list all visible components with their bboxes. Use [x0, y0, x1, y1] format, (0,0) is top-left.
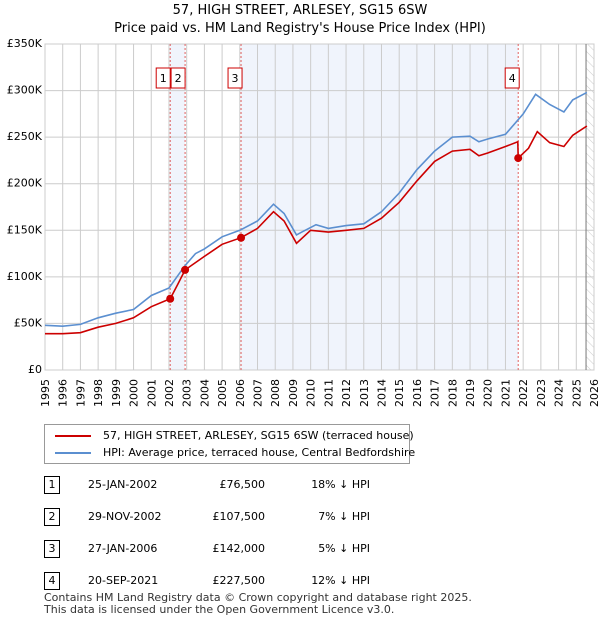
y-tick-label: £200K — [7, 177, 43, 190]
sale-point — [237, 233, 246, 242]
x-tick-label: 1995 — [39, 379, 52, 407]
sale-date: 25-JAN-2002 — [88, 478, 158, 491]
x-tick-label: 2010 — [305, 379, 318, 407]
plot-border — [44, 43, 595, 371]
x-tick-label: 2024 — [553, 379, 566, 407]
legend-label: 57, HIGH STREET, ARLESEY, SG15 6SW (terr… — [103, 429, 414, 442]
sale-label-box — [504, 67, 520, 89]
x-tick-label: 2002 — [163, 379, 176, 407]
x-tick-label: 2003 — [181, 379, 194, 407]
x-tick-label: 2006 — [234, 379, 247, 407]
y-tick-label: £50K — [14, 316, 43, 329]
x-tick-label: 2023 — [535, 379, 548, 407]
x-tick-label: 2022 — [517, 379, 530, 407]
x-tick-label: 2009 — [287, 379, 300, 407]
x-tick-label: 2012 — [340, 379, 353, 407]
sale-row: 3 27-JAN-2006 £142,000 5% ↓ HPI — [0, 540, 600, 558]
sale-label-box — [170, 67, 186, 89]
sale-point — [514, 154, 523, 163]
sale-price: £142,000 — [212, 542, 266, 555]
sale-label: 3 — [232, 72, 239, 85]
sale-number-badge: 4 — [44, 572, 60, 590]
sale-price: £76,500 — [219, 478, 266, 491]
chart-subtitle: Price paid vs. HM Land Registry's House … — [114, 21, 486, 36]
x-tick-label: 2001 — [145, 379, 158, 407]
price-chart: 1995 1996 1997 1998 1999 2000 2001 2002 2003 2004… — [7, 37, 600, 407]
y-tick-label: £0 — [28, 363, 42, 376]
legend-label: HPI: Average price, terraced house, Cent… — [103, 446, 416, 459]
sale-hpi-diff: 5% ↓ HPI — [318, 542, 370, 555]
x-tick-label: 2011 — [322, 379, 335, 407]
legend: 57, HIGH STREET, ARLESEY, SG15 6SW (terr… — [44, 424, 415, 464]
sale-hpi-diff: 7% ↓ HPI — [318, 510, 370, 523]
sale-label: 1 — [160, 72, 167, 85]
chart-title: 57, HIGH STREET, ARLESEY, SG15 6SW — [172, 3, 428, 18]
forecast-hatch — [586, 44, 594, 370]
sale-row: 1 25-JAN-2002 £76,500 18% ↓ HPI — [0, 476, 600, 494]
sale-period-shade — [241, 44, 519, 370]
x-tick-label: 2004 — [198, 379, 211, 407]
x-tick-label: 2013 — [358, 379, 371, 407]
legend-swatch-blue — [55, 451, 91, 454]
footer-copyright: Contains HM Land Registry data © Crown c… — [44, 591, 472, 604]
sale-period-shade — [170, 44, 186, 370]
sale-date: 27-JAN-2006 — [88, 542, 158, 555]
y-tick-label: £100K — [7, 270, 43, 283]
x-tick-label: 2020 — [482, 379, 495, 407]
hpi-line — [44, 91, 588, 328]
x-tick-label: 1998 — [92, 379, 105, 407]
sale-row: 2 29-NOV-2002 £107,500 7% ↓ HPI — [0, 508, 600, 526]
sale-number-badge: 3 — [44, 540, 60, 558]
legend-swatch-red — [55, 434, 91, 437]
footer-licence: This data is licensed under the Open Gov… — [44, 603, 395, 616]
legend-item-hpi: HPI: Average price, terraced house, Cent… — [55, 446, 415, 459]
x-tick-label: 2014 — [375, 379, 388, 407]
sale-row: 4 20-SEP-2021 £227,500 12% ↓ HPI — [0, 572, 600, 590]
y-tick-label: £350K — [7, 37, 43, 50]
sale-price: £107,500 — [212, 510, 266, 523]
x-tick-label: 2007 — [252, 379, 265, 407]
y-tick-label: £250K — [7, 130, 43, 143]
sale-hpi-diff: 12% ↓ HPI — [311, 574, 370, 587]
x-tick-label: 1997 — [74, 379, 87, 407]
sale-price: £227,500 — [212, 574, 266, 587]
y-tick-label: £300K — [7, 84, 43, 97]
sale-label: 4 — [509, 72, 516, 85]
x-tick-label: 2008 — [269, 379, 282, 407]
x-tick-label: 2025 — [570, 379, 583, 407]
x-tick-label: 1996 — [57, 379, 70, 407]
sale-date: 29-NOV-2002 — [88, 510, 162, 523]
sale-point — [181, 265, 190, 274]
x-tick-label: 1999 — [110, 379, 123, 407]
x-tick-label: 2018 — [446, 379, 459, 407]
x-tick-label: 2026 — [588, 379, 600, 407]
legend-item-property: 57, HIGH STREET, ARLESEY, SG15 6SW (terr… — [55, 429, 414, 442]
x-tick-label: 2005 — [216, 379, 229, 407]
sale-label-box — [227, 67, 243, 89]
sale-label: 2 — [175, 72, 182, 85]
sale-number-badge: 1 — [44, 476, 60, 494]
x-tick-label: 2000 — [128, 379, 141, 407]
sale-label-box — [155, 67, 171, 89]
y-tick-label: £150K — [7, 223, 43, 236]
sale-point — [166, 294, 175, 303]
x-tick-label: 2021 — [499, 379, 512, 407]
x-tick-label: 2019 — [464, 379, 477, 407]
sale-number-badge: 2 — [44, 508, 60, 526]
sale-date: 20-SEP-2021 — [88, 574, 159, 587]
x-tick-label: 2015 — [393, 379, 406, 407]
footer: Contains HM Land Registry data © Crown c… — [44, 592, 472, 616]
sale-hpi-diff: 18% ↓ HPI — [311, 478, 370, 491]
x-tick-label: 2017 — [429, 379, 442, 407]
x-tick-label: 2016 — [411, 379, 424, 407]
